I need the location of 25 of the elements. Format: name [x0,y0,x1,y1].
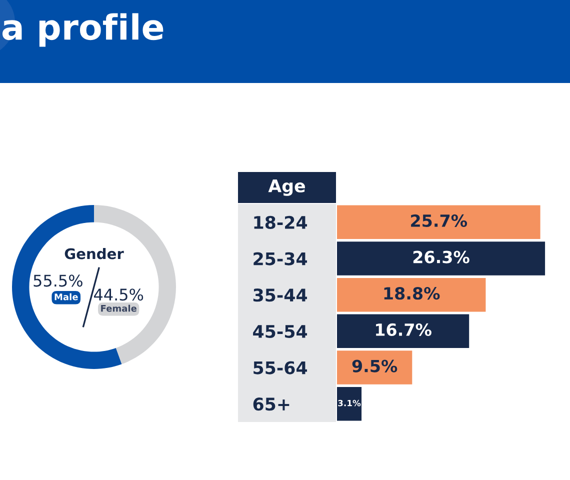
slice-label: Female [101,304,136,312]
data-label: 18.8% [384,287,440,300]
y-tick-label: 25-34 [254,252,308,266]
data-label: 55.5% [34,274,82,287]
bar [337,242,546,276]
data-label: 16.7% [376,323,432,336]
y-tick-label: 35-44 [253,288,308,302]
bar [337,386,362,421]
bar [337,314,470,348]
y-tick-label: 65+ [253,398,290,411]
data-label: 25.7% [411,214,468,228]
text: Gender [64,248,124,260]
data-label: 44.5% [94,288,144,301]
y-tick-label: 45-54 [253,325,308,338]
bar [337,278,486,312]
data-label: 26.3% [413,250,470,264]
y-tick-label: 18-24 [254,216,308,230]
text: a profile [2,13,164,47]
bar [337,350,412,384]
data-label: 9.5% [352,360,398,372]
data-label: 3.1% [338,400,361,406]
y-tick-label: 55-64 [254,361,308,374]
slice-label: Male [54,293,78,300]
bar [337,205,540,240]
y-axis-title: Age [268,180,305,196]
